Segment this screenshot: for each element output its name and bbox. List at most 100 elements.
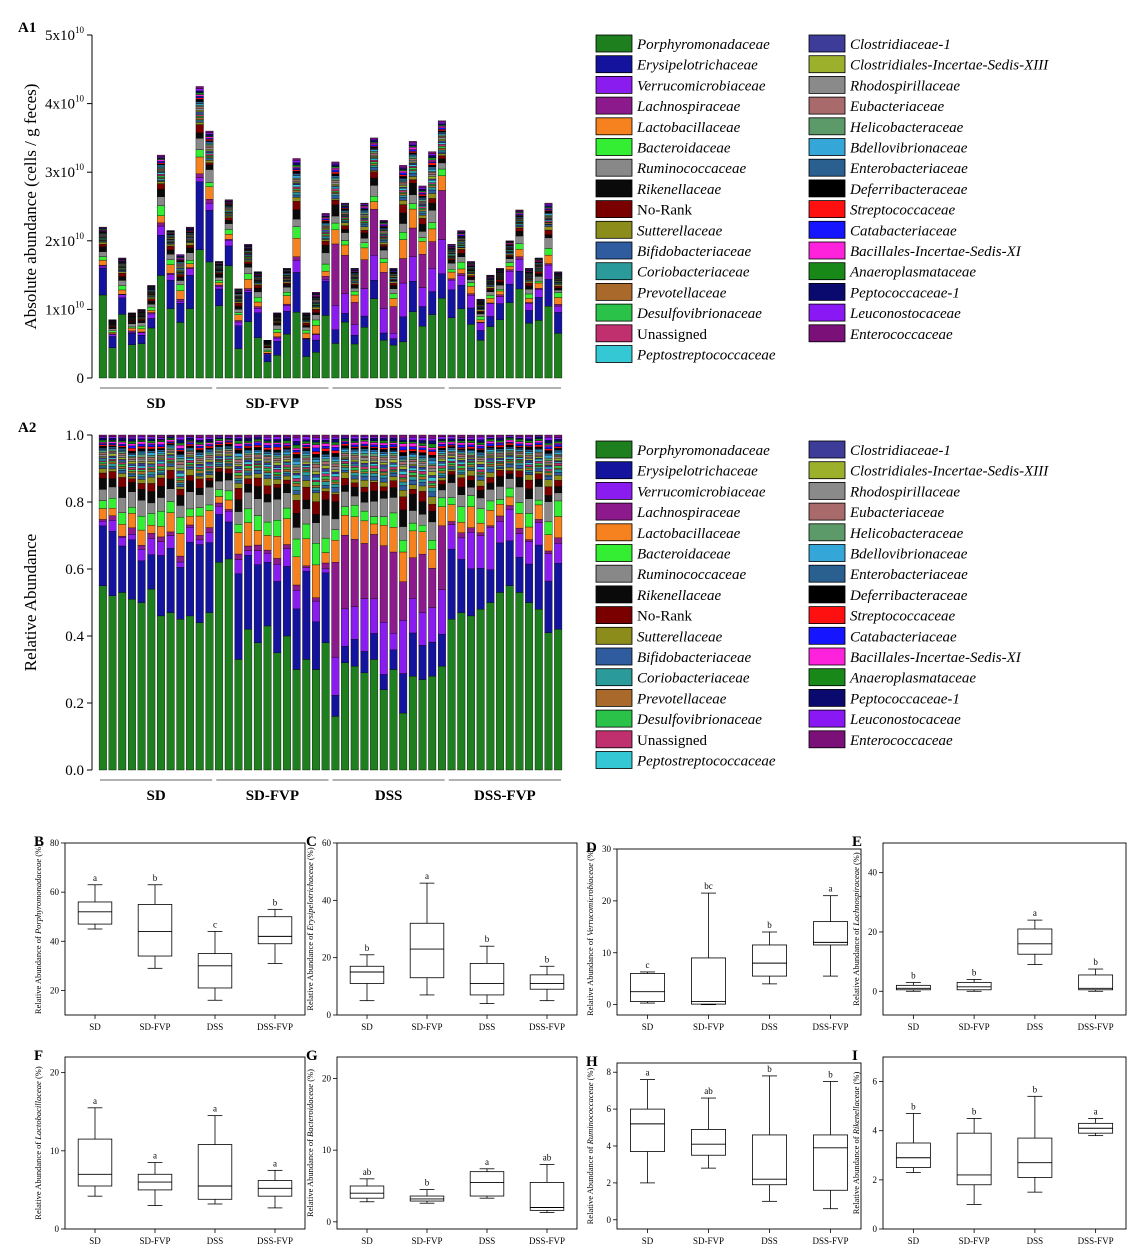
bar-segment-27-28	[350, 440, 359, 443]
bar-segment-7-17	[157, 459, 165, 462]
bar-segment-25-20	[331, 180, 340, 183]
bar-segment-3-27	[118, 441, 127, 445]
bar-segment-5-17	[137, 462, 146, 467]
bar-segment-17-23	[253, 449, 262, 452]
bar-segment-1-12	[98, 465, 107, 468]
bar-segment-33-9	[408, 488, 417, 495]
bar-segment-38-3	[457, 275, 466, 286]
bar-segment-18-24	[263, 449, 272, 452]
bar-segment-29-24	[370, 447, 379, 450]
bar-segment-46-3	[534, 289, 543, 298]
bar-segment-19-8	[273, 322, 282, 326]
bar-segment-29-12	[370, 165, 379, 168]
bar-segment-35-14	[428, 183, 437, 186]
bar-segment-25-28	[331, 166, 340, 169]
bar-segment-36-21	[437, 134, 446, 137]
bar-segment-33-16	[408, 467, 417, 471]
box	[630, 1108, 665, 1152]
bar-segment-9-8	[176, 495, 185, 506]
bar-segment-34-23	[418, 454, 427, 458]
bar-segment-29-13	[370, 163, 379, 166]
box	[529, 974, 565, 990]
bar-segment-38-16	[457, 461, 466, 465]
bar-segment-5-6	[137, 325, 146, 330]
bar-segment-40-28	[476, 442, 485, 445]
bar-segment-30-24	[379, 449, 388, 452]
bar-segment-7-1	[157, 275, 165, 379]
bar-segment-28-7	[360, 502, 369, 512]
bar-segment-45-3	[525, 302, 534, 311]
bar-segment-10-13	[186, 464, 194, 467]
bar-segment-8-17	[166, 454, 175, 457]
bar-segment-33-27	[408, 147, 417, 150]
bar-segment-11-6	[195, 149, 204, 158]
bar-segment-42-10	[496, 468, 504, 471]
y-axis-label-taxon: Porphyromonadaceae	[33, 859, 43, 935]
bar-segment-36-5	[437, 175, 446, 191]
bar-segment-45-20	[525, 455, 534, 458]
bar-segment-36-27	[437, 442, 446, 445]
legend-label: Anaeroplasmataceae	[849, 671, 976, 687]
bar-segment-38-6	[457, 506, 466, 523]
significance-letter: b	[767, 1064, 772, 1074]
bar-segment-10-29	[186, 437, 194, 441]
bar-segment-24-29	[321, 440, 330, 443]
plot-frame	[882, 1056, 1127, 1230]
y-axis-label-suffix: (%)	[33, 844, 43, 859]
bar-segment-41-14	[486, 462, 495, 465]
bar-segment-35-18	[428, 471, 437, 476]
bar-segment-7-12	[157, 470, 165, 474]
x-tick-label: SD-FVP	[411, 1236, 442, 1246]
bar-segment-35-1	[428, 314, 437, 379]
significance-letter: a	[273, 1158, 277, 1168]
y-tick-label: 0.2	[65, 696, 84, 712]
legend-label: Desulfovibrionaceae	[636, 712, 762, 728]
bar-segment-28-27	[360, 441, 369, 445]
bar-segment-12-25	[205, 445, 214, 449]
bar-segment-15-5	[234, 314, 243, 321]
bar-segment-25-11	[331, 195, 340, 200]
bar-segment-33-21	[408, 156, 417, 159]
bar-segment-47-23	[544, 453, 553, 456]
bar-segment-39-7	[467, 279, 475, 283]
bar-segment-37-2	[447, 548, 456, 620]
bar-segment-47-9	[544, 486, 553, 496]
bar-segment-35-22	[428, 460, 437, 465]
bar-segment-38-5	[457, 522, 466, 533]
bar-segment-15-8	[234, 499, 243, 512]
bar-segment-7-13	[157, 468, 165, 471]
bar-segment-21-20	[292, 466, 301, 470]
bar-segment-4-31	[127, 434, 136, 438]
y-tick-label: 4	[873, 1126, 878, 1136]
bar-segment-10-14	[186, 462, 194, 465]
bar-segment-12-30	[205, 132, 214, 135]
bar-segment-16-6	[244, 273, 253, 280]
bar-segment-16-24	[244, 447, 253, 450]
bar-segment-38-21	[457, 452, 466, 455]
bar-segment-7-21	[157, 453, 165, 456]
box	[197, 1144, 233, 1200]
bar-segment-11-20	[195, 106, 204, 109]
bar-segment-20-15	[282, 464, 291, 468]
bar-segment-19-6	[273, 520, 282, 537]
bar-segment-46-6	[534, 281, 543, 284]
bar-segment-24-10	[321, 487, 330, 492]
bar-segment-9-28	[176, 442, 185, 446]
bar-segment-5-29	[137, 438, 146, 441]
bar-segment-6-9	[147, 483, 156, 492]
legend-swatch	[808, 564, 846, 583]
bar-segment-34-5	[418, 241, 427, 255]
y-tick-label: 20	[50, 985, 60, 995]
bar-segment-30-2	[379, 332, 388, 341]
bar-segment-35-10	[428, 193, 437, 199]
bar-segment-19-29	[273, 439, 282, 442]
bar-segment-23-1	[312, 669, 320, 771]
bar-segment-33-3	[408, 598, 417, 634]
y-axis-label: Relative Abundance of Lachnospiraceae (%…	[851, 852, 861, 1006]
x-tick-label: SD	[908, 1236, 920, 1246]
bar-segment-43-25	[505, 442, 514, 446]
bar-segment-48-25	[554, 446, 563, 449]
bar-segment-32-31	[399, 165, 408, 168]
bar-segment-26-17	[341, 458, 349, 461]
bar-segment-30-10	[379, 242, 388, 245]
